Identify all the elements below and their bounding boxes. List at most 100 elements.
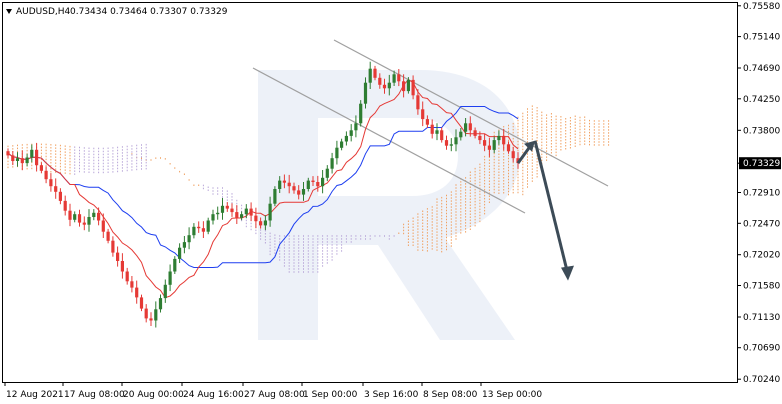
candle xyxy=(49,173,53,192)
candle xyxy=(359,100,363,127)
candle xyxy=(30,144,34,163)
tenkan-sen-line xyxy=(7,78,519,299)
candle xyxy=(201,221,205,238)
price-tick-label: 0.70690 xyxy=(743,344,780,354)
price-tick-label: 0.75140 xyxy=(743,33,780,43)
candle xyxy=(273,186,277,207)
candle xyxy=(168,264,172,292)
candle xyxy=(311,176,315,186)
decline-arrow-line xyxy=(533,140,569,271)
candle xyxy=(297,185,301,200)
candle xyxy=(130,276,134,293)
candle xyxy=(92,209,96,221)
candle xyxy=(387,74,391,96)
candle xyxy=(363,77,368,109)
price-tick-label: 0.70240 xyxy=(743,375,780,385)
candle xyxy=(402,74,406,98)
candle xyxy=(425,115,429,128)
candle xyxy=(421,101,425,127)
candle xyxy=(502,128,506,151)
candle xyxy=(506,141,511,154)
candle xyxy=(464,118,468,137)
candle xyxy=(259,217,263,229)
candle xyxy=(120,253,124,279)
symbol-timeframe: AUDUSD,H4 xyxy=(16,7,71,17)
candle xyxy=(154,301,158,328)
price-tick-label: 0.72470 xyxy=(743,219,780,229)
candle xyxy=(373,65,377,81)
candle xyxy=(492,136,496,154)
candle xyxy=(278,176,282,193)
candle xyxy=(344,131,348,146)
price-tick-label: 0.75580 xyxy=(743,2,780,12)
price-axis[interactable]: 0.75580 0.75140 0.74690 0.74250 0.73800 0.733… xyxy=(737,2,781,385)
candle xyxy=(368,61,372,89)
candle xyxy=(397,69,401,87)
candle xyxy=(39,162,43,174)
candle xyxy=(6,148,10,158)
candlesticks xyxy=(6,61,520,328)
candle xyxy=(406,77,410,94)
candle xyxy=(225,202,229,212)
candle xyxy=(321,170,325,194)
candle xyxy=(354,115,358,138)
price-tick-label: 0.73800 xyxy=(743,126,780,136)
decline-arrow-head-icon xyxy=(561,265,574,281)
candle xyxy=(173,256,177,274)
candle xyxy=(487,137,491,157)
candle xyxy=(44,166,48,184)
candle xyxy=(178,243,182,263)
ohlc-values: 0.73434 0.73464 0.73307 0.73329 xyxy=(70,7,228,17)
candle xyxy=(163,279,167,303)
candle xyxy=(511,146,515,163)
candle xyxy=(497,130,501,145)
candle xyxy=(125,267,129,285)
candle xyxy=(58,188,62,205)
candle xyxy=(254,207,258,229)
candle xyxy=(444,135,449,150)
candle xyxy=(211,209,215,225)
candle xyxy=(292,182,296,194)
candle xyxy=(392,70,396,86)
candle xyxy=(416,89,420,115)
time-tick-label: 3 Sep 16:00 xyxy=(364,390,419,400)
price-tick-label: 0.71130 xyxy=(743,313,780,323)
candle xyxy=(149,312,153,326)
triangle-down-icon[interactable] xyxy=(6,9,12,14)
candle xyxy=(335,140,339,165)
channel-lower-line[interactable] xyxy=(252,67,526,214)
candle xyxy=(73,211,77,223)
time-tick-label: 8 Sep 08:00 xyxy=(423,390,478,400)
candle xyxy=(240,211,244,221)
candle xyxy=(349,124,353,142)
candle xyxy=(244,204,248,219)
time-tick-label: 12 Aug 2021 xyxy=(6,390,64,400)
candle xyxy=(340,138,344,151)
price-tick-label: 0.74250 xyxy=(743,95,780,105)
candle xyxy=(478,131,482,145)
candle xyxy=(459,128,463,141)
candle xyxy=(106,228,110,244)
time-tick-label: 17 Aug 08:00 xyxy=(64,390,125,400)
price-tick-label: 0.72020 xyxy=(743,251,780,261)
candle xyxy=(63,195,67,216)
candle xyxy=(116,246,120,267)
candle xyxy=(139,294,144,312)
candle xyxy=(449,138,453,152)
candle xyxy=(101,213,105,238)
candle xyxy=(135,280,139,304)
candle xyxy=(68,203,72,227)
candle xyxy=(382,78,387,94)
candle xyxy=(77,209,82,227)
candle xyxy=(216,206,220,220)
forecast-arrows xyxy=(516,140,574,281)
candle xyxy=(473,127,477,139)
time-tick-label: 27 Aug 08:00 xyxy=(244,390,305,400)
candle xyxy=(20,150,24,171)
watermark-logo xyxy=(258,70,520,340)
candle xyxy=(220,198,225,220)
channel-upper-line[interactable] xyxy=(333,39,609,187)
